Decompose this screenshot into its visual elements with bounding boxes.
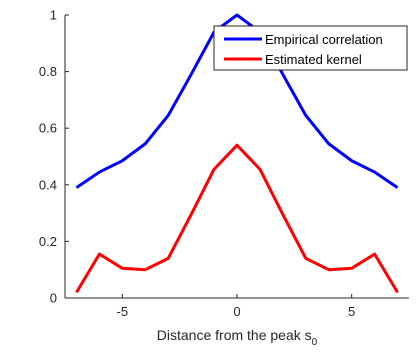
legend-box	[213, 25, 408, 71]
y-tick-label: 0	[50, 291, 57, 306]
x-axis-title-subscript: 0	[312, 337, 318, 348]
legend: Empirical correlation Estimated kernel	[213, 25, 408, 71]
x-tick-label: 5	[348, 304, 355, 319]
y-tick-label: 0.6	[39, 121, 57, 136]
y-tick-label: 0.4	[39, 177, 57, 192]
y-tick-label: 0.8	[39, 64, 57, 79]
x-axis-title: Distance from the peak s0	[157, 327, 318, 348]
legend-label-empirical: Empirical correlation	[265, 32, 383, 47]
y-tick-label: 0.2	[39, 234, 57, 249]
series-layer	[75, 13, 399, 294]
series-line-1	[75, 143, 399, 294]
legend-label-kernel: Estimated kernel	[265, 52, 362, 67]
ticks-layer: -5 0 5 0 0.2 0.4 0.6 0.8 1	[39, 8, 355, 320]
x-axis-title-main: Distance from the peak s	[157, 327, 312, 343]
series-line-0	[75, 13, 399, 189]
y-tick-label: 1	[50, 8, 57, 23]
x-tick-label: -5	[117, 304, 129, 319]
x-tick-label: 0	[233, 304, 240, 319]
